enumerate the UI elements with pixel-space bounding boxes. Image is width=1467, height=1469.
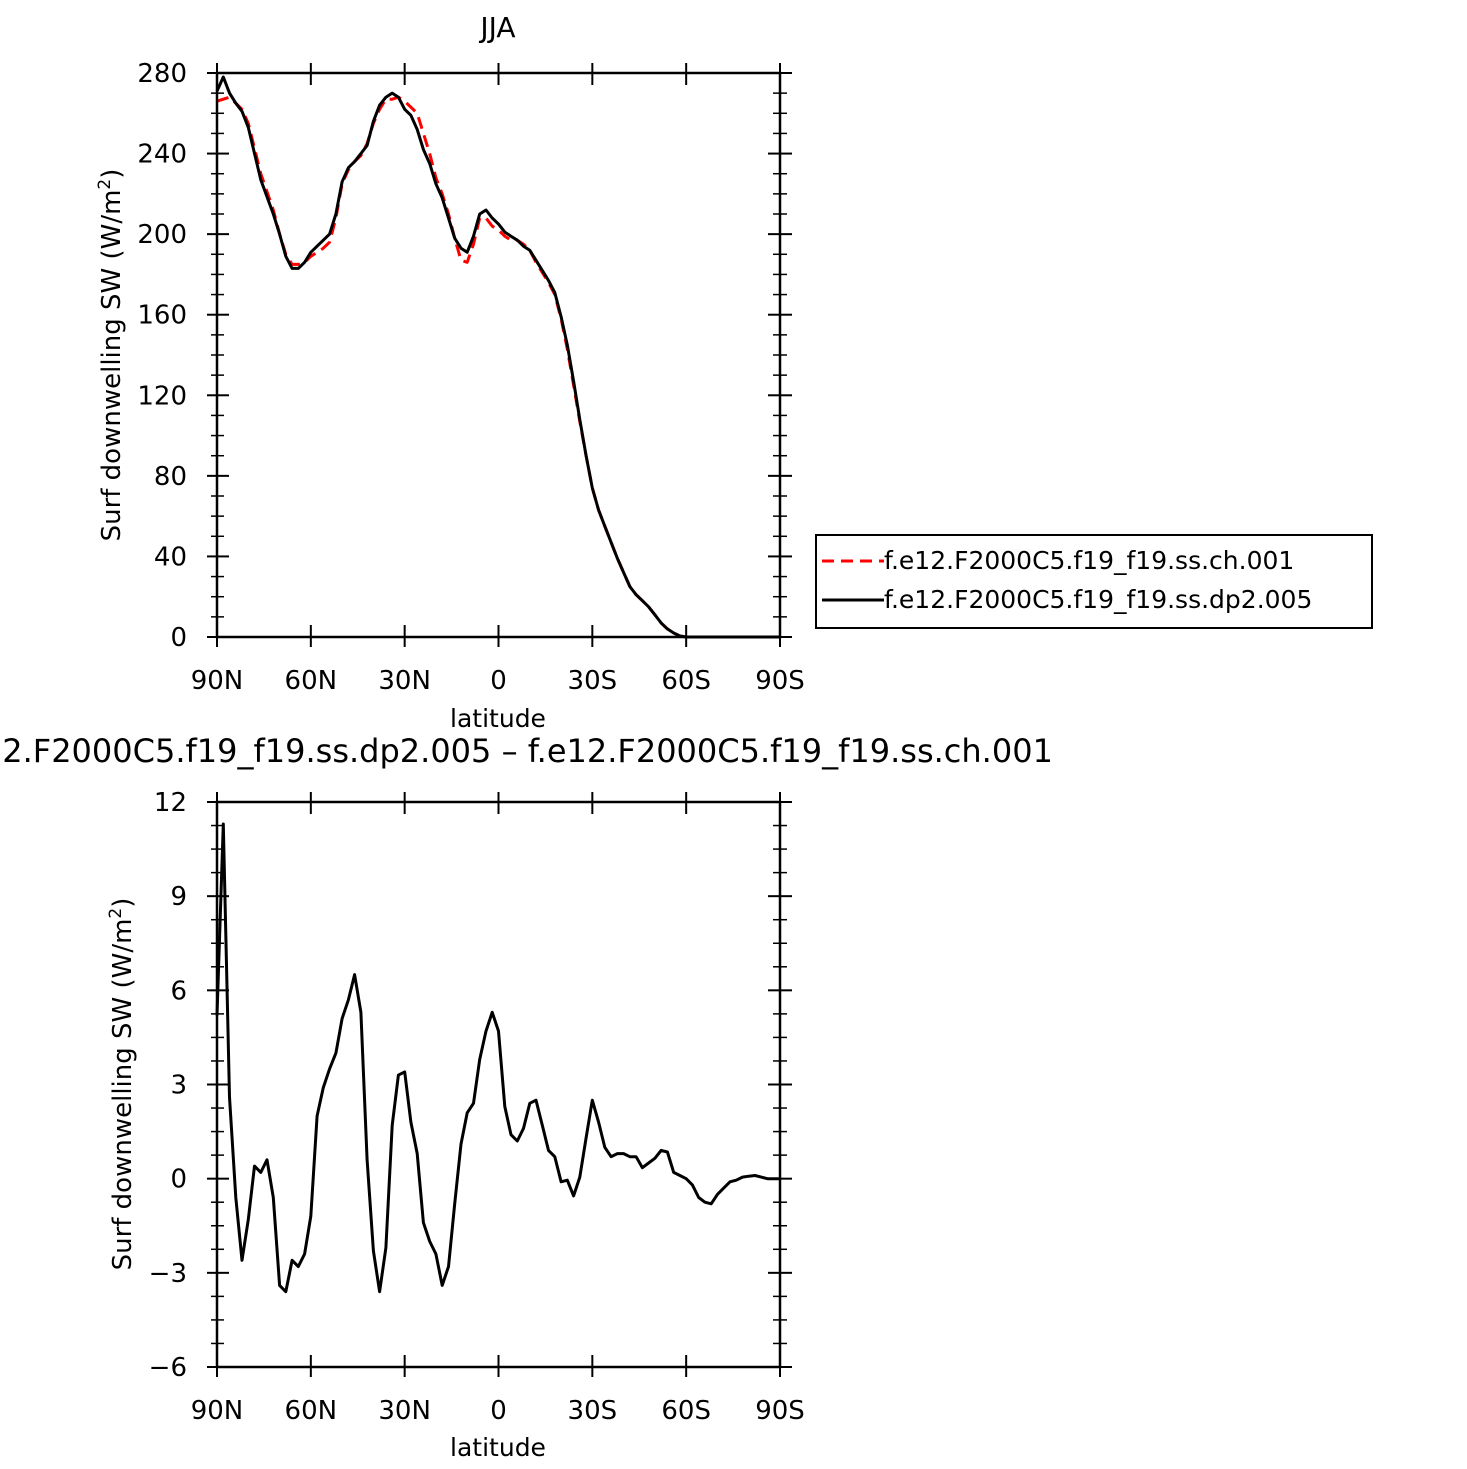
top-x-tick-label: 90N <box>191 666 244 696</box>
top-y-tick-label: 200 <box>137 220 187 250</box>
top-x-tick-label: 60S <box>661 666 711 696</box>
bottom-x-tick-label: 60S <box>661 1396 711 1426</box>
legend-box <box>815 534 1373 629</box>
bottom-x-tick-label: 90S <box>755 1396 805 1426</box>
top-series-line-1 <box>215 75 780 639</box>
top-y-axis-label: Surf downwelling SW (W/m2) <box>95 169 127 542</box>
top-x-tick-label: 30S <box>568 666 618 696</box>
bottom-y-tick-label: 12 <box>154 788 187 818</box>
bottom-x-tick-label: 60N <box>285 1396 338 1426</box>
bottom-plot-frame <box>215 800 782 1369</box>
top-plot-frame <box>215 71 782 639</box>
legend-label-ch001: f.e12.F2000C5.f19_f19.ss.ch.001 <box>884 546 1294 575</box>
top-y-tick-label: 240 <box>137 140 187 170</box>
svg-text:Surf downwelling SW (W/m2): Surf downwelling SW (W/m2) <box>95 169 127 542</box>
bottom-y-tick-label: 9 <box>170 882 187 912</box>
top-y-tick-label: 0 <box>170 623 187 653</box>
top-x-tick-label: 0 <box>490 666 507 696</box>
top-y-tick-label: 160 <box>137 301 187 331</box>
legend-label-dp2005: f.e12.F2000C5.f19_f19.ss.dp2.005 <box>884 585 1312 614</box>
bottom-y-tick-label: 3 <box>170 1071 187 1101</box>
top-x-tick-label: 30N <box>378 666 431 696</box>
bottom-y-tick-label: 6 <box>170 976 187 1006</box>
top-y-tick-label: 280 <box>137 59 187 89</box>
bottom-x-tick-label: 30N <box>378 1396 431 1426</box>
legend: f.e12.F2000C5.f19_f19.ss.ch.001 f.e12.F2… <box>815 534 1373 629</box>
top-chart-title: JJA <box>478 11 515 44</box>
bottom-y-axis-label: Surf downwelling SW (W/m2) <box>106 898 138 1271</box>
top-x-tick-label: 90S <box>755 666 805 696</box>
bottom-y-tick-label: 0 <box>170 1165 187 1195</box>
svg-text:Surf downwelling SW (W/m2): Surf downwelling SW (W/m2) <box>106 898 138 1271</box>
top-x-tick-label: 60N <box>285 666 338 696</box>
bottom-chart: f.e12.F2000C5.f19_f19.ss.dp2.005 – f.e12… <box>0 732 1053 1462</box>
bottom-x-tick-label: 0 <box>490 1396 507 1426</box>
bottom-x-tick-label: 90N <box>191 1396 244 1426</box>
top-x-axis-label: latitude <box>450 704 546 733</box>
bottom-series-line-0 <box>215 822 780 1294</box>
bottom-x-axis-label: latitude <box>450 1433 546 1462</box>
top-y-tick-label: 120 <box>137 381 187 411</box>
bottom-y-tick-label: −3 <box>149 1259 187 1289</box>
bottom-chart-title: f.e12.F2000C5.f19_f19.ss.dp2.005 – f.e12… <box>0 732 1053 770</box>
top-y-tick-label: 40 <box>154 542 187 572</box>
bottom-y-tick-label: −6 <box>149 1353 187 1383</box>
top-y-tick-label: 80 <box>154 462 187 492</box>
top-chart: JJA Surf downwelling SW (W/m2) latitude … <box>95 11 1373 733</box>
top-series-line-0 <box>216 95 780 639</box>
bottom-x-tick-label: 30S <box>568 1396 618 1426</box>
